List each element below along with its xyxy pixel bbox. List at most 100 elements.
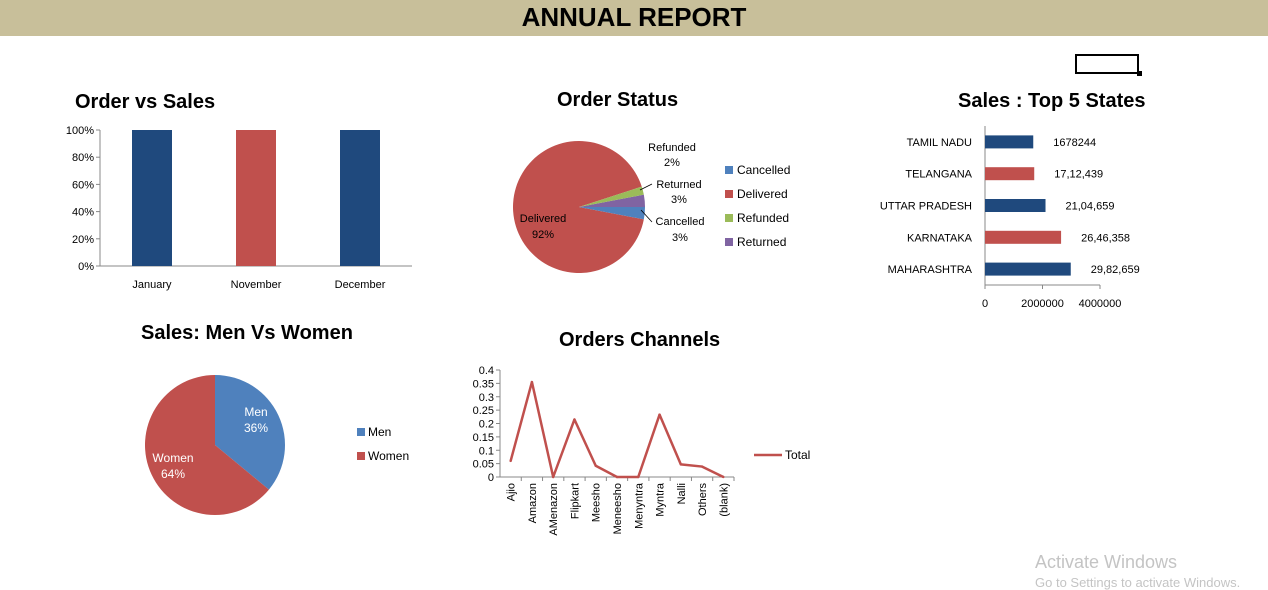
orders-channels-y-tick-label: 0.3	[479, 392, 494, 404]
orders-channels-y-tick-label: 0.15	[473, 432, 494, 444]
men-vs-women-legend-swatch	[357, 428, 365, 436]
order-status-legend-label: Cancelled	[737, 163, 790, 177]
men-vs-women-slice-men	[215, 375, 285, 490]
orders-channels-point	[530, 380, 534, 384]
order-vs-sales-x-tick-label: January	[132, 279, 172, 291]
order-status-label-cancelled-name: Cancelled	[656, 216, 705, 228]
top-states-data-label: 1678244	[1053, 137, 1096, 149]
men-vs-women-slice-women	[144, 374, 269, 515]
order-status-legend-label: Refunded	[737, 211, 789, 225]
header-banner	[0, 0, 1268, 36]
orders-channels-point	[679, 463, 683, 466]
selected-cell[interactable]	[1075, 54, 1139, 74]
top-states-x-tick-label: 2000000	[1021, 298, 1064, 310]
order-vs-sales-y-tick-label: 0%	[78, 261, 94, 273]
top-states-data-label: 21,04,659	[1066, 201, 1115, 213]
order-status-slice-returned	[579, 194, 645, 207]
top-states-y-tick-label: KARNATAKA	[907, 232, 973, 244]
men-vs-women-title: Sales: Men Vs Women	[141, 322, 353, 344]
orders-channels-series-line	[509, 380, 724, 479]
order-vs-sales-title: Order vs Sales	[75, 91, 216, 113]
order-status-label-returned-name: Returned	[656, 179, 701, 191]
order-status-label-delivered-value: 92%	[532, 229, 554, 241]
orders-channels-x-tick-label: (blank)	[718, 483, 730, 517]
order-vs-sales-bar	[236, 130, 276, 266]
order-status-legend-label: Returned	[737, 235, 786, 249]
page-title: ANNUAL REPORT	[521, 2, 747, 32]
order-status-leader-returned	[639, 183, 653, 191]
order-status-legend-swatch	[725, 166, 733, 174]
orders-channels-x-tick-label: Amazon	[527, 483, 539, 523]
orders-channels-x-tick-label: Ajio	[506, 483, 518, 501]
orders-channels-x-tick-label: Myntra	[655, 482, 667, 517]
orders-channels-point	[700, 465, 704, 468]
orders-channels-x-tick-label: Menyntra	[633, 482, 645, 529]
order-status-legend-swatch	[725, 214, 733, 222]
order-status-slice-refunded	[579, 186, 644, 207]
orders-channels-y-tick-label: 0	[488, 472, 494, 484]
orders-channels-x-tick-label: Meneesho	[612, 483, 624, 534]
top-states-y-tick-label: MAHARASHTRA	[888, 264, 973, 276]
men-vs-women-legend-label: Men	[368, 425, 391, 439]
order-status-title: Order Status	[557, 89, 679, 111]
order-vs-sales-y-tick-label: 80%	[72, 152, 94, 164]
orders-channels-point	[594, 464, 597, 467]
order-status-legend-swatch	[725, 190, 733, 198]
men-vs-women-legend-label: Women	[368, 449, 409, 463]
top-states-x-tick-label: 4000000	[1079, 298, 1122, 310]
order-status-label-delivered-name: Delivered	[520, 213, 566, 225]
order-status-slice-cancelled	[579, 207, 645, 220]
order-vs-sales-x-tick-label: November	[231, 279, 282, 291]
men-vs-women-label-women-name: Women	[152, 451, 193, 465]
order-vs-sales-y-tick-label: 100%	[66, 125, 94, 137]
top-states-y-tick-label: TAMIL NADU	[907, 137, 972, 149]
order-status-label-cancelled-value: 3%	[672, 232, 688, 244]
top-states-y-tick-label: TELANGANA	[905, 169, 972, 181]
orders-channels-y-tick-label: 0.05	[473, 459, 494, 471]
orders-channels-y-tick-label: 0.25	[473, 405, 494, 417]
orders-channels-point	[722, 475, 725, 479]
top-states-bar	[985, 230, 1062, 244]
men-vs-women-label-men-value: 36%	[244, 421, 268, 435]
order-status-label-refunded-name: Refunded	[648, 142, 696, 154]
orders-channels-x-tick-label: Nalli	[676, 483, 688, 504]
orders-channels-point	[573, 418, 576, 421]
order-status-legend-swatch	[725, 238, 733, 246]
orders-channels-y-tick-label: 0.1	[479, 445, 494, 457]
top-states-bar	[985, 167, 1035, 181]
orders-channels-title: Orders Channels	[559, 329, 721, 351]
top-states-x-tick-label: 0	[982, 298, 988, 310]
orders-channels-legend-label: Total	[785, 448, 810, 462]
activate-windows-title: Activate Windows	[1035, 552, 1178, 572]
orders-channels-point	[637, 475, 640, 479]
order-status-legend-label: Delivered	[737, 187, 788, 201]
order-status-leader-cancelled	[640, 209, 653, 223]
orders-channels-point	[509, 459, 512, 463]
orders-channels-x-tick-label: Meesho	[591, 483, 603, 522]
men-vs-women-label-men-name: Men	[244, 405, 267, 419]
top-states-title: Sales : Top 5 States	[958, 90, 1146, 112]
fill-handle[interactable]	[1137, 71, 1142, 76]
orders-channels-y-tick-label: 0.4	[479, 365, 494, 377]
orders-channels-point	[551, 475, 555, 479]
orders-channels-point	[658, 413, 661, 416]
orders-channels-x-tick-label: AMenazon	[548, 483, 560, 536]
top-states-data-label: 26,46,358	[1081, 232, 1130, 244]
order-vs-sales-x-tick-label: December	[335, 279, 386, 291]
men-vs-women-label-women-value: 64%	[161, 467, 185, 481]
order-vs-sales-y-tick-label: 60%	[72, 179, 94, 191]
top-states-data-label: 29,82,659	[1091, 264, 1140, 276]
men-vs-women-legend-swatch	[357, 452, 365, 460]
top-states-bar	[985, 262, 1071, 276]
top-states-data-label: 17,12,439	[1054, 169, 1103, 181]
order-vs-sales-bar	[132, 130, 172, 266]
order-vs-sales-y-tick-label: 40%	[72, 207, 94, 219]
orders-channels-x-tick-label: Others	[697, 483, 709, 517]
orders-channels-x-tick-label: Flipkart	[569, 483, 581, 519]
orders-channels-point	[615, 475, 619, 479]
top-states-y-tick-label: UTTAR PRADESH	[880, 201, 972, 213]
activate-windows-subtitle: Go to Settings to activate Windows.	[1035, 575, 1241, 590]
order-status-label-refunded-value: 2%	[664, 157, 680, 169]
top-states-bar	[985, 199, 1046, 212]
